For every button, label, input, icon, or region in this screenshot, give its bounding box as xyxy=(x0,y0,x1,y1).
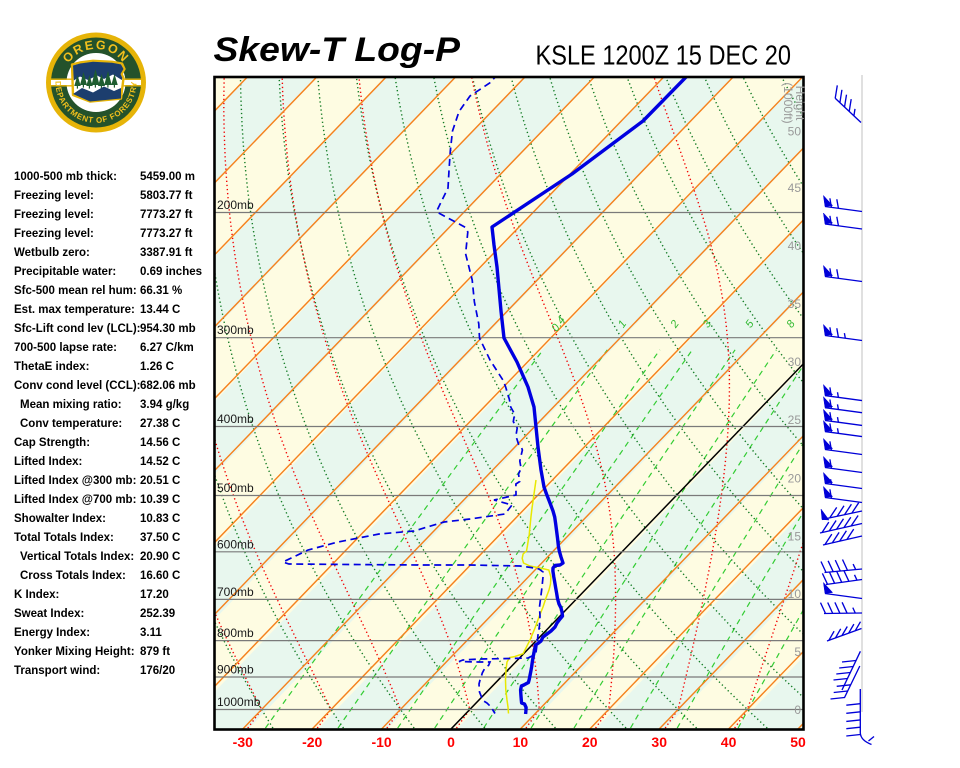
svg-text:600mb: 600mb xyxy=(217,537,254,551)
svg-text:10.39 C: 10.39 C xyxy=(140,494,180,506)
svg-text:879 ft: 879 ft xyxy=(140,646,170,658)
svg-text:Wetbulb zero:: Wetbulb zero: xyxy=(14,247,90,259)
svg-text:700-500 lapse rate:: 700-500 lapse rate: xyxy=(14,342,117,354)
svg-text:Transport wind:: Transport wind: xyxy=(14,665,100,677)
svg-text:14.52 C: 14.52 C xyxy=(140,456,180,468)
svg-text:Freezing level:: Freezing level: xyxy=(14,209,94,221)
svg-text:Yonker Mixing Height:: Yonker Mixing Height: xyxy=(14,646,135,658)
svg-text:Vertical Totals Index:: Vertical Totals Index: xyxy=(20,551,134,563)
svg-text:45: 45 xyxy=(788,181,802,195)
svg-text:50: 50 xyxy=(790,734,806,750)
svg-text:25: 25 xyxy=(788,413,802,427)
svg-text:40: 40 xyxy=(788,239,802,253)
svg-text:Cross Totals Index:: Cross Totals Index: xyxy=(20,570,126,582)
svg-text:Mean mixing ratio:: Mean mixing ratio: xyxy=(20,399,122,411)
svg-text:(1000ft): (1000ft) xyxy=(781,82,795,123)
svg-text:Lifted Index:: Lifted Index: xyxy=(14,456,82,468)
svg-text:Est. max temperature:: Est. max temperature: xyxy=(14,304,135,316)
svg-text:Skew-T Log-P: Skew-T Log-P xyxy=(214,31,461,69)
svg-text:Total Totals Index:: Total Totals Index: xyxy=(14,532,114,544)
svg-text:50: 50 xyxy=(788,125,802,139)
svg-text:40: 40 xyxy=(721,734,737,750)
svg-text:900mb: 900mb xyxy=(217,663,254,677)
svg-text:Precipitable water:: Precipitable water: xyxy=(14,266,116,278)
svg-text:20: 20 xyxy=(582,734,598,750)
svg-text:3387.91 ft: 3387.91 ft xyxy=(140,247,193,259)
svg-text:300mb: 300mb xyxy=(217,323,254,337)
svg-text:-30: -30 xyxy=(233,734,253,750)
svg-text:Sweat Index:: Sweat Index: xyxy=(14,608,84,620)
svg-text:-10: -10 xyxy=(371,734,391,750)
svg-text:6.27 C/km: 6.27 C/km xyxy=(140,342,194,354)
svg-text:0: 0 xyxy=(447,734,455,750)
svg-text:Conv temperature:: Conv temperature: xyxy=(20,418,122,430)
svg-text:Lifted Index @300 mb:: Lifted Index @300 mb: xyxy=(14,475,136,487)
svg-text:10: 10 xyxy=(513,734,529,750)
svg-text:Height: Height xyxy=(793,86,807,121)
svg-text:30: 30 xyxy=(651,734,667,750)
svg-text:700mb: 700mb xyxy=(217,585,254,599)
svg-text:5459.00 m: 5459.00 m xyxy=(140,171,195,183)
svg-text:20.90 C: 20.90 C xyxy=(140,551,180,563)
svg-text:1000-500 mb thick:: 1000-500 mb thick: xyxy=(14,171,117,183)
svg-text:500mb: 500mb xyxy=(217,481,254,495)
svg-text:Lifted Index @700 mb:: Lifted Index @700 mb: xyxy=(14,494,136,506)
svg-text:66.31 %: 66.31 % xyxy=(140,285,182,297)
svg-text:ThetaE index:: ThetaE index: xyxy=(14,361,89,373)
svg-text:17.20: 17.20 xyxy=(140,589,169,601)
svg-text:Conv cond level (CCL):: Conv cond level (CCL): xyxy=(14,380,141,392)
svg-text:682.06 mb: 682.06 mb xyxy=(140,380,196,392)
svg-text:3.11: 3.11 xyxy=(140,627,162,639)
svg-text:5: 5 xyxy=(794,645,801,659)
svg-text:7773.27 ft: 7773.27 ft xyxy=(140,228,193,240)
svg-text:1000mb: 1000mb xyxy=(217,695,261,709)
svg-text:20: 20 xyxy=(788,472,802,486)
svg-text:176/20: 176/20 xyxy=(140,665,175,677)
svg-text:20.51 C: 20.51 C xyxy=(140,475,180,487)
svg-text:Energy Index:: Energy Index: xyxy=(14,627,90,639)
svg-text:5803.77 ft: 5803.77 ft xyxy=(140,190,193,202)
svg-text:37.50 C: 37.50 C xyxy=(140,532,180,544)
svg-text:35: 35 xyxy=(788,297,802,311)
svg-text:3.94 g/kg: 3.94 g/kg xyxy=(140,399,189,411)
svg-text:252.39: 252.39 xyxy=(140,608,175,620)
svg-text:-20: -20 xyxy=(302,734,322,750)
svg-text:1.26 C: 1.26 C xyxy=(140,361,174,373)
svg-text:200mb: 200mb xyxy=(217,198,254,212)
svg-text:10: 10 xyxy=(788,587,802,601)
svg-text:K Index:: K Index: xyxy=(14,589,59,601)
svg-text:10.83 C: 10.83 C xyxy=(140,513,180,525)
svg-text:800mb: 800mb xyxy=(217,626,254,640)
svg-text:15: 15 xyxy=(788,530,802,544)
svg-text:14.56 C: 14.56 C xyxy=(140,437,180,449)
svg-text:16.60 C: 16.60 C xyxy=(140,570,180,582)
svg-text:7773.27 ft: 7773.27 ft xyxy=(140,209,193,221)
svg-text:0: 0 xyxy=(794,703,801,717)
svg-text:Freezing level:: Freezing level: xyxy=(14,228,94,240)
svg-text:400mb: 400mb xyxy=(217,412,254,426)
svg-text:30: 30 xyxy=(788,355,802,369)
svg-text:0.69 inches: 0.69 inches xyxy=(140,266,202,278)
svg-text:954.30 mb: 954.30 mb xyxy=(140,323,196,335)
svg-text:13.44 C: 13.44 C xyxy=(140,304,180,316)
svg-text:27.38 C: 27.38 C xyxy=(140,418,180,430)
svg-text:Cap Strength:: Cap Strength: xyxy=(14,437,90,449)
svg-text:Freezing level:: Freezing level: xyxy=(14,190,94,202)
svg-text:Showalter Index:: Showalter Index: xyxy=(14,513,106,525)
svg-text:Sfc-Lift cond lev (LCL):: Sfc-Lift cond lev (LCL): xyxy=(14,323,141,335)
svg-text:Sfc-500 mean rel hum:: Sfc-500 mean rel hum: xyxy=(14,285,137,297)
svg-text:KSLE 1200Z 15 DEC 20: KSLE 1200Z 15 DEC 20 xyxy=(536,40,792,71)
